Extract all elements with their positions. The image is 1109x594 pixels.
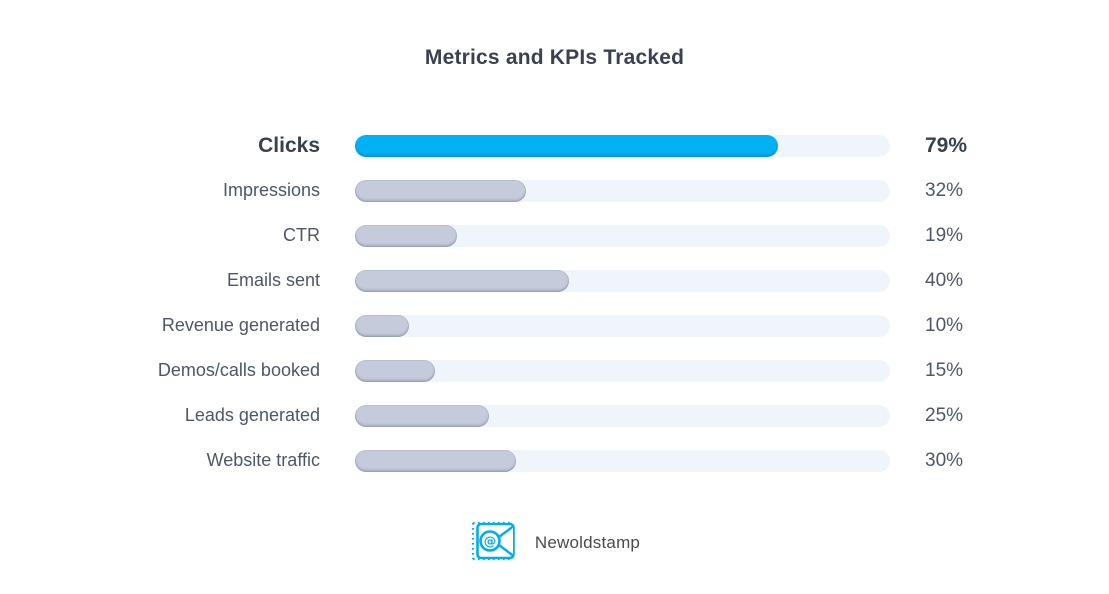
chart-row: Clicks 79% — [0, 123, 1109, 168]
chart-row: Demos/calls booked 15% — [0, 348, 1109, 393]
bar-fill — [355, 449, 516, 472]
bar-fill — [355, 179, 527, 202]
svg-text:@: @ — [484, 533, 497, 548]
bar-track — [355, 224, 890, 247]
bar-fill — [355, 134, 778, 157]
chart-row: Emails sent 40% — [0, 258, 1109, 303]
value-label: 40% — [925, 269, 964, 291]
category-label: CTR — [283, 225, 320, 245]
category-label: Impressions — [222, 180, 320, 200]
category-label: Emails sent — [226, 270, 320, 290]
value-label: 15% — [925, 359, 964, 381]
brand-name: Newoldstamp — [534, 533, 641, 552]
value-label: 25% — [925, 404, 964, 426]
category-label: Leads generated — [184, 405, 320, 425]
category-label: Demos/calls booked — [157, 360, 320, 380]
value-label: 79% — [925, 133, 968, 157]
bar-track — [355, 179, 890, 202]
category-label: Website traffic — [206, 450, 320, 470]
value-label: 32% — [925, 179, 964, 201]
chart-title: Metrics and KPIs Tracked — [424, 46, 685, 69]
brand-footer: @ Newoldstamp — [0, 518, 1109, 568]
category-label: Revenue generated — [161, 315, 320, 335]
chart-row: Revenue generated 10% — [0, 303, 1109, 348]
bar-fill — [355, 269, 569, 292]
chart-row: Impressions 32% — [0, 168, 1109, 213]
category-label: Clicks — [258, 133, 320, 157]
value-label: 30% — [925, 449, 964, 471]
value-label: 19% — [925, 224, 964, 246]
bar-track — [355, 134, 890, 157]
bar-fill — [355, 359, 436, 382]
chart-row: Website traffic 30% — [0, 438, 1109, 483]
bar-track — [355, 359, 890, 382]
bar-track — [355, 314, 890, 337]
stamp-envelope-at-icon: @ — [469, 518, 519, 569]
chart-row: Leads generated 25% — [0, 393, 1109, 438]
chart-row: CTR 19% — [0, 213, 1109, 258]
bar-fill — [355, 404, 489, 427]
bar-track — [355, 404, 890, 427]
bar-track — [355, 449, 890, 472]
bar-track — [355, 269, 890, 292]
bar-fill — [355, 314, 409, 337]
bar-chart: Clicks 79% Impressions 32% CTR 19% Email… — [0, 123, 1109, 483]
value-label: 10% — [925, 314, 964, 336]
bar-fill — [355, 224, 457, 247]
